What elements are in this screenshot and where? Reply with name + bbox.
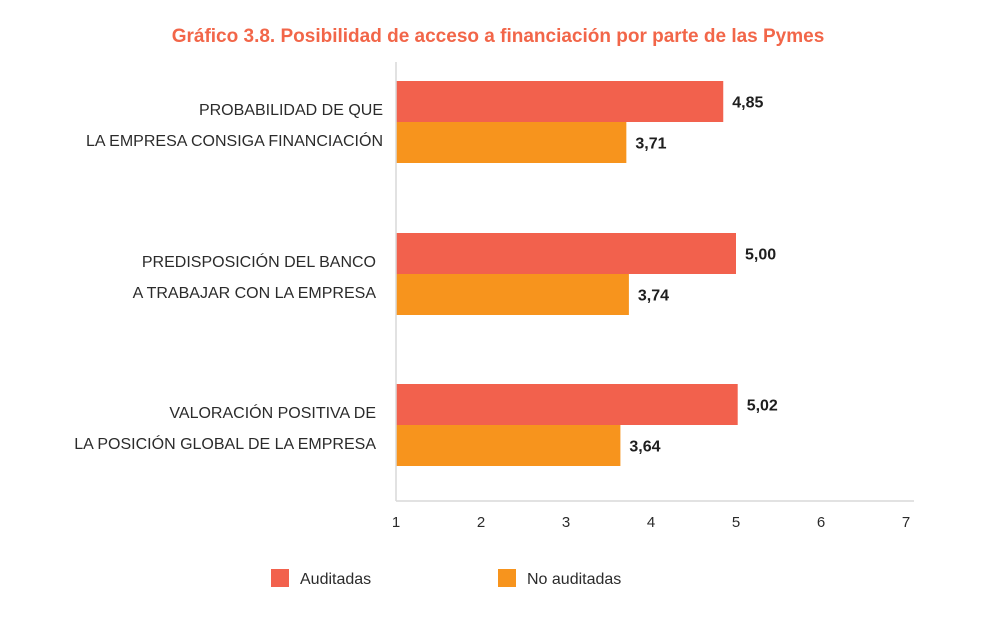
x-tick-label: 1 xyxy=(392,514,400,531)
category-label: LA POSICIÓN GLOBAL DE LA EMPRESA xyxy=(74,434,376,453)
legend-swatch xyxy=(271,569,289,587)
legend-label: Auditadas xyxy=(300,571,371,588)
bar-no-auditadas xyxy=(396,274,629,315)
x-tick-label: 2 xyxy=(477,514,485,531)
legend: Auditadas No auditadas xyxy=(271,569,621,588)
bar-no-auditadas xyxy=(396,425,621,466)
x-tick-label: 4 xyxy=(647,514,655,531)
category-label: LA EMPRESA CONSIGA FINANCIACIÓN xyxy=(86,131,383,150)
bar-auditadas xyxy=(396,81,724,122)
bar-no-auditadas xyxy=(396,122,627,163)
bar-auditadas xyxy=(396,384,738,425)
value-label: 3,74 xyxy=(638,288,669,305)
x-tick-label: 3 xyxy=(562,514,570,531)
category-label: A TRABAJAR CON LA EMPRESA xyxy=(133,285,377,302)
x-tick-label: 7 xyxy=(902,514,910,531)
category-label: PREDISPOSICIÓN DEL BANCO xyxy=(142,252,376,271)
legend-swatch xyxy=(498,569,516,587)
bar-auditadas xyxy=(396,233,736,274)
legend-label: No auditadas xyxy=(527,571,621,588)
x-tick-label: 5 xyxy=(732,514,740,531)
value-label: 5,00 xyxy=(745,247,776,264)
x-tick-label: 6 xyxy=(817,514,825,531)
bars: 4,85 5,00 5,02 3,71 3,74 3,64 xyxy=(396,81,778,466)
chart-title: Gráfico 3.8. Posibilidad de acceso a fin… xyxy=(172,26,825,47)
value-label: 3,71 xyxy=(635,136,666,153)
value-label: 4,85 xyxy=(732,95,763,112)
category-labels: PROBABILIDAD DE QUE LA EMPRESA CONSIGA FI… xyxy=(74,102,383,453)
value-label: 5,02 xyxy=(747,398,778,415)
category-label: VALORACIÓN POSITIVA DE xyxy=(169,403,376,422)
value-label: 3,64 xyxy=(629,439,660,456)
x-axis: 1 2 3 4 5 6 7 xyxy=(392,62,914,531)
category-label: PROBABILIDAD DE QUE xyxy=(199,102,383,119)
